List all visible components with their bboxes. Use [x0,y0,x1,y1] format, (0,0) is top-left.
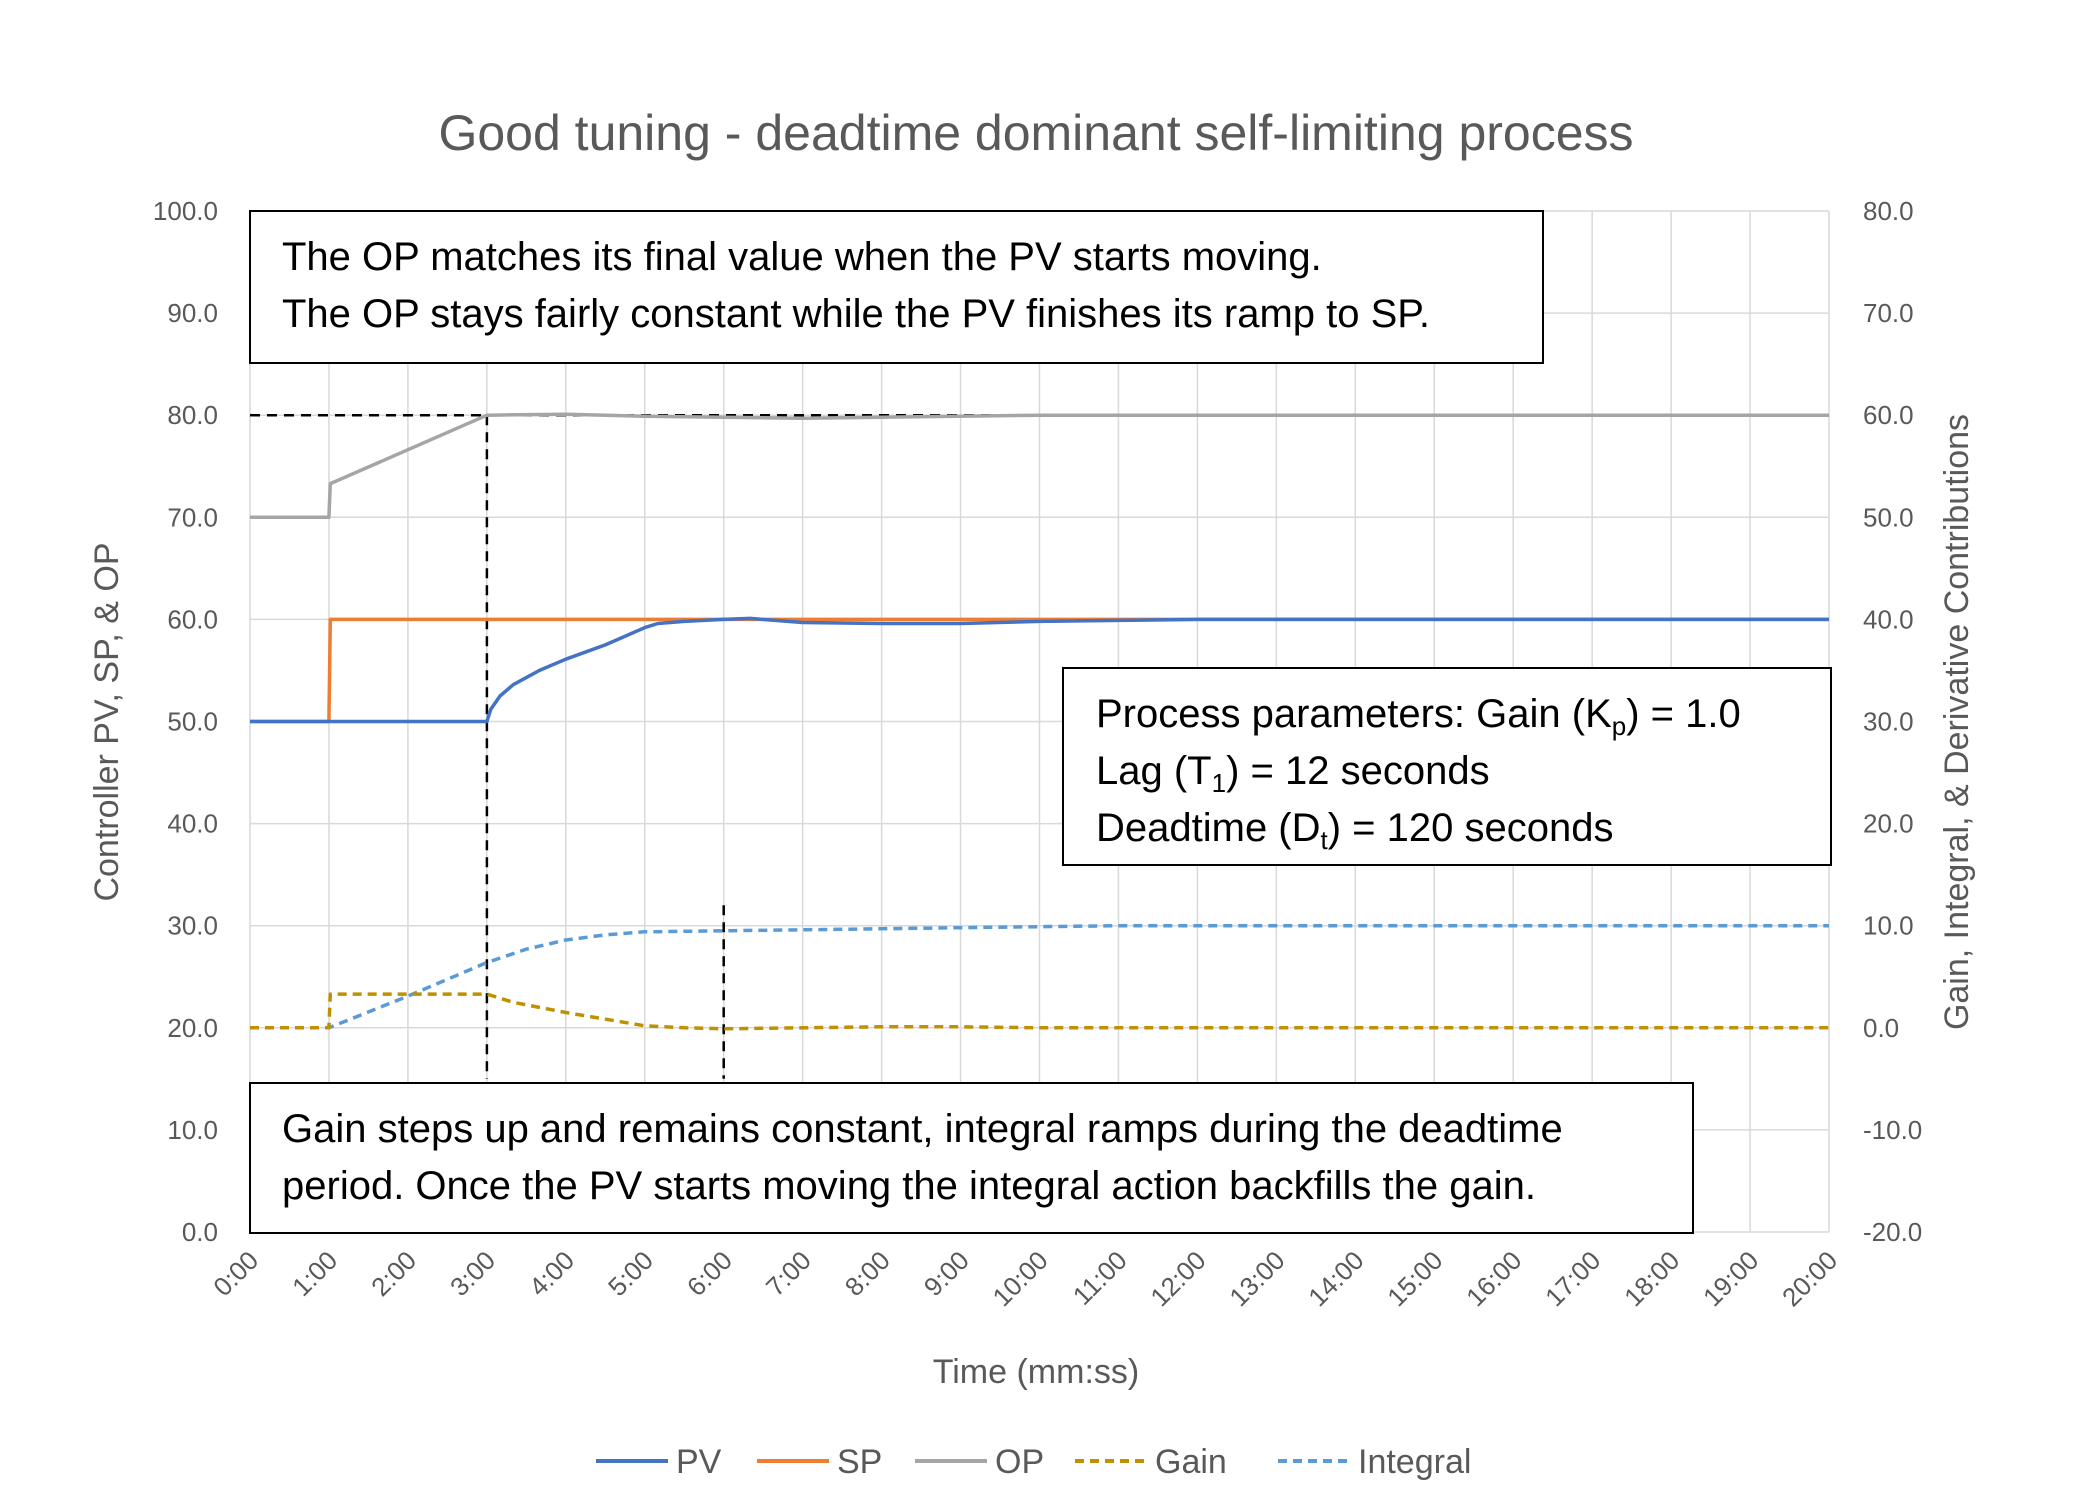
y-tick-left-label: 30.0 [167,911,218,941]
params-line1: Process parameters: Gain (Kp) = 1.0 [1096,692,1741,741]
legend: PV SP OP Gain Integral [596,1443,1471,1481]
x-tick-label: 7:00 [760,1245,817,1302]
legend-label-gain: Gain [1155,1443,1227,1481]
y-tick-right-label: 70.0 [1863,298,1914,328]
x-tick-label: 3:00 [444,1245,501,1302]
x-axis-ticks: 0:00 1:00 2:00 3:00 4:00 5:00 6:00 7:00 8:00 9:00… [207,1245,1843,1312]
y-tick-left-label: 90.0 [167,298,218,328]
series-line-integral [250,923,1829,1030]
legend-label-op: OP [995,1443,1044,1481]
x-tick-label: 17:00 [1539,1245,1606,1312]
y-tick-left-label: 50.0 [167,707,218,737]
reference-lines [250,413,1369,1079]
y-axis-right-title: Gain, Integral, & Derivative Contributio… [1938,414,1976,1030]
y-tick-left-label: 0.0 [182,1217,218,1247]
x-tick-label: 13:00 [1223,1245,1290,1312]
legend-label-pv: PV [676,1443,722,1481]
x-tick-label: 6:00 [681,1245,738,1302]
annotation-top-box: The OP matches its final value when the … [249,210,1544,364]
x-tick-label: 14:00 [1302,1245,1369,1312]
x-tick-label: 11:00 [1067,1245,1133,1311]
series-layer [250,412,1829,1031]
x-tick-label: 9:00 [918,1245,975,1302]
y-tick-left-label: 20.0 [167,1013,218,1043]
y-axis-right-ticks: -20.0 -10.0 0.0 10.0 20.0 30.0 40.0 50.0 60.0 70.… [1863,196,1922,1247]
series-line-pv [250,616,1829,724]
y-tick-left-label: 70.0 [167,502,218,532]
x-tick-label: 15:00 [1381,1245,1448,1312]
y-tick-left-label: 40.0 [167,809,218,839]
y-axis-left-title: Controller PV, SP, & OP [88,542,126,901]
y-tick-right-label: 10.0 [1863,911,1914,941]
x-tick-label: 12:00 [1144,1245,1211,1312]
x-tick-label: 16:00 [1460,1245,1527,1312]
y-tick-left-label: 100.0 [153,196,218,226]
y-tick-right-label: 30.0 [1863,707,1914,737]
params-line3: Deadtime (Dt) = 120 seconds [1096,806,1614,855]
y-tick-right-label: 60.0 [1863,400,1914,430]
x-tick-label: 19:00 [1697,1245,1764,1312]
y-tick-right-label: -20.0 [1863,1217,1922,1247]
x-tick-label: 0:00 [207,1245,264,1302]
y-tick-right-label: 80.0 [1863,196,1914,226]
x-tick-label: 20:00 [1776,1245,1843,1312]
x-tick-label: 18:00 [1618,1245,1685,1312]
y-tick-right-label: 0.0 [1863,1013,1899,1043]
annotation-bottom-line2: period. Once the PV starts moving the in… [282,1164,1536,1208]
x-tick-label: 8:00 [839,1245,896,1302]
chart-title: Good tuning - deadtime dominant self-lim… [438,105,1633,161]
x-tick-label: 1:00 [286,1245,343,1302]
annotation-top-line1: The OP matches its final value when the … [282,235,1322,279]
x-tick-label: 4:00 [523,1245,580,1302]
x-axis-title: Time (mm:ss) [933,1353,1139,1391]
legend-label-integral: Integral [1358,1443,1471,1481]
annotation-top-line2: The OP stays fairly constant while the P… [282,292,1430,336]
x-tick-label: 2:00 [365,1245,422,1302]
y-tick-right-label: 40.0 [1863,604,1914,634]
annotation-bottom-box: Gain steps up and remains constant, inte… [249,1082,1694,1234]
y-tick-left-label: 60.0 [167,604,218,634]
y-tick-left-label: 80.0 [167,400,218,430]
x-tick-label: 10:00 [987,1245,1054,1312]
annotation-params-box: Process parameters: Gain (Kp) = 1.0 Lag … [1062,667,1832,866]
y-tick-left-label: 10.0 [167,1115,218,1145]
y-tick-right-label: 50.0 [1863,502,1914,532]
y-tick-right-label: -10.0 [1863,1115,1922,1145]
y-axis-left-ticks: 0.0 10.0 20.0 30.0 40.0 50.0 60.0 70.0 80.0 90.0 1… [153,196,218,1247]
y-tick-right-label: 20.0 [1863,809,1914,839]
x-tick-label: 5:00 [602,1245,659,1302]
series-line-op [250,412,1829,520]
params-line2: Lag (T1) = 12 seconds [1096,749,1490,798]
legend-label-sp: SP [837,1443,882,1481]
series-line-gain [250,992,1829,1031]
annotation-bottom-line1: Gain steps up and remains constant, inte… [282,1107,1563,1151]
